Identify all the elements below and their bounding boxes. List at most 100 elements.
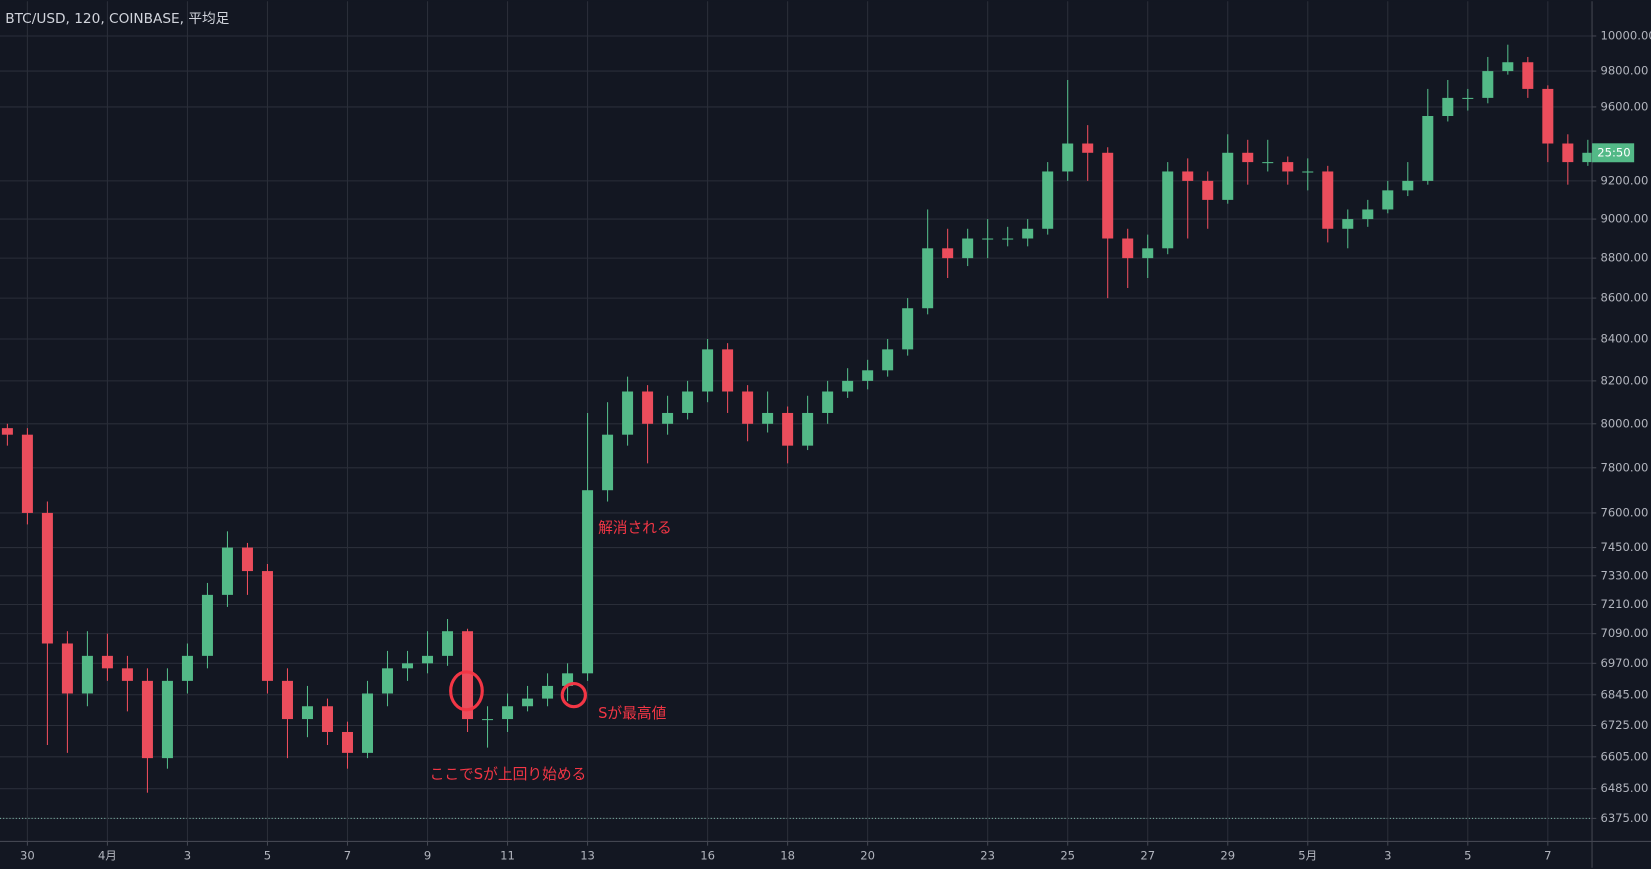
candle-body — [141, 680, 153, 759]
candle-body — [942, 248, 954, 259]
y-tick-label: 10000.00 — [1600, 28, 1651, 42]
candle-body — [1062, 143, 1074, 172]
y-tick-label: 9000.00 — [1600, 212, 1648, 226]
axes: 6375.00 6485.00 6605.00 6725.00 6845.00 6970.… — [20, 28, 1651, 862]
candle-body — [782, 412, 794, 446]
y-tick-label: 6725.00 — [1600, 718, 1648, 732]
candle-body — [61, 643, 73, 694]
candle-body — [301, 706, 313, 720]
candle-body — [962, 238, 974, 259]
candle-body — [1262, 162, 1274, 164]
candle-body — [1462, 97, 1474, 99]
y-tick-label: 6605.00 — [1600, 749, 1648, 763]
annotation: ここでSが上回り始める — [430, 766, 587, 783]
candle-body — [762, 412, 774, 424]
candle-body — [882, 349, 894, 371]
y-tick-label: 6970.00 — [1600, 656, 1648, 670]
candle-body — [201, 594, 213, 656]
y-tick-label: 7450.00 — [1600, 540, 1648, 554]
candle-body — [862, 370, 874, 381]
x-tick-label: 23 — [980, 849, 995, 863]
candle-body — [622, 391, 634, 435]
highlight-circle — [560, 681, 588, 709]
y-tick-label: 8000.00 — [1600, 416, 1648, 430]
candle-body — [241, 547, 253, 572]
candle-body — [1442, 97, 1454, 116]
candle-body — [742, 391, 754, 424]
y-tick-label: 7600.00 — [1600, 505, 1648, 519]
x-tick-label: 7 — [1544, 849, 1551, 863]
highlight-circle — [449, 670, 484, 712]
candle-body — [602, 434, 614, 491]
candle-body — [1582, 152, 1594, 163]
candle-body — [822, 391, 834, 413]
price-label-box — [1592, 143, 1635, 163]
candle-body — [1102, 152, 1114, 239]
y-tick-label: 8800.00 — [1600, 251, 1648, 265]
x-tick-label: 13 — [580, 849, 595, 863]
candle-body — [522, 698, 534, 707]
annotation: Sが最高値 — [598, 705, 667, 722]
candle-body — [1022, 228, 1034, 239]
candle-body — [41, 512, 53, 644]
x-tick-label: 27 — [1140, 849, 1155, 863]
candle-body — [1122, 238, 1134, 259]
candle-body — [281, 680, 293, 720]
y-tick-label: 9800.00 — [1600, 64, 1648, 78]
candle-body — [1402, 180, 1414, 191]
y-tick-label: 8200.00 — [1600, 373, 1648, 387]
candle-body — [101, 655, 113, 669]
x-tick-label: 30 — [20, 849, 35, 863]
candle-body — [1, 428, 13, 435]
candle-body — [462, 631, 474, 720]
y-tick-label: 9200.00 — [1600, 173, 1648, 187]
candle-body — [1282, 162, 1294, 172]
candle-body — [1502, 62, 1514, 72]
candle-body — [1562, 143, 1574, 163]
candle-body — [1142, 248, 1154, 259]
candle-body — [1342, 219, 1354, 229]
candle-body — [81, 655, 93, 694]
x-tick-label: 18 — [780, 849, 795, 863]
x-tick-label: 11 — [500, 849, 515, 863]
candle-body — [442, 631, 454, 656]
x-tick-label: 29 — [1220, 849, 1235, 863]
candle-body — [361, 693, 374, 753]
y-tick-label: 7330.00 — [1600, 568, 1648, 582]
candle-body — [1082, 143, 1094, 153]
candle-body — [662, 412, 674, 424]
candle-body — [1382, 190, 1394, 210]
candle-body — [341, 731, 353, 753]
candle-body — [902, 308, 914, 350]
candle-body — [121, 668, 133, 681]
candle-body — [982, 238, 994, 240]
candle-body — [21, 434, 33, 513]
candle-body — [562, 673, 574, 686]
candle-body — [1482, 71, 1494, 98]
candle-body — [1422, 115, 1434, 181]
x-tick-label: 9 — [424, 849, 431, 863]
candle-body — [1302, 171, 1314, 173]
x-tick-label: 3 — [184, 849, 191, 863]
candle-body — [382, 668, 394, 694]
candle-body — [402, 663, 414, 669]
candle-body — [842, 380, 854, 392]
candles — [1, 44, 1594, 793]
candle-body — [1522, 62, 1534, 89]
candle-body — [1222, 152, 1234, 200]
candle-body — [261, 571, 273, 681]
y-tick-label: 8600.00 — [1600, 291, 1648, 305]
candle-body — [542, 685, 554, 699]
y-tick-label: 9600.00 — [1600, 99, 1648, 113]
candle-body — [181, 655, 193, 681]
candle-body — [802, 412, 814, 446]
candle-body — [1042, 171, 1054, 229]
x-tick-label: 25 — [1060, 849, 1075, 863]
candle-body — [1002, 238, 1014, 240]
x-tick-label: 4月 — [98, 849, 117, 863]
candle-body — [221, 547, 233, 595]
candle-body — [1182, 171, 1194, 181]
candle-body — [1162, 171, 1174, 249]
